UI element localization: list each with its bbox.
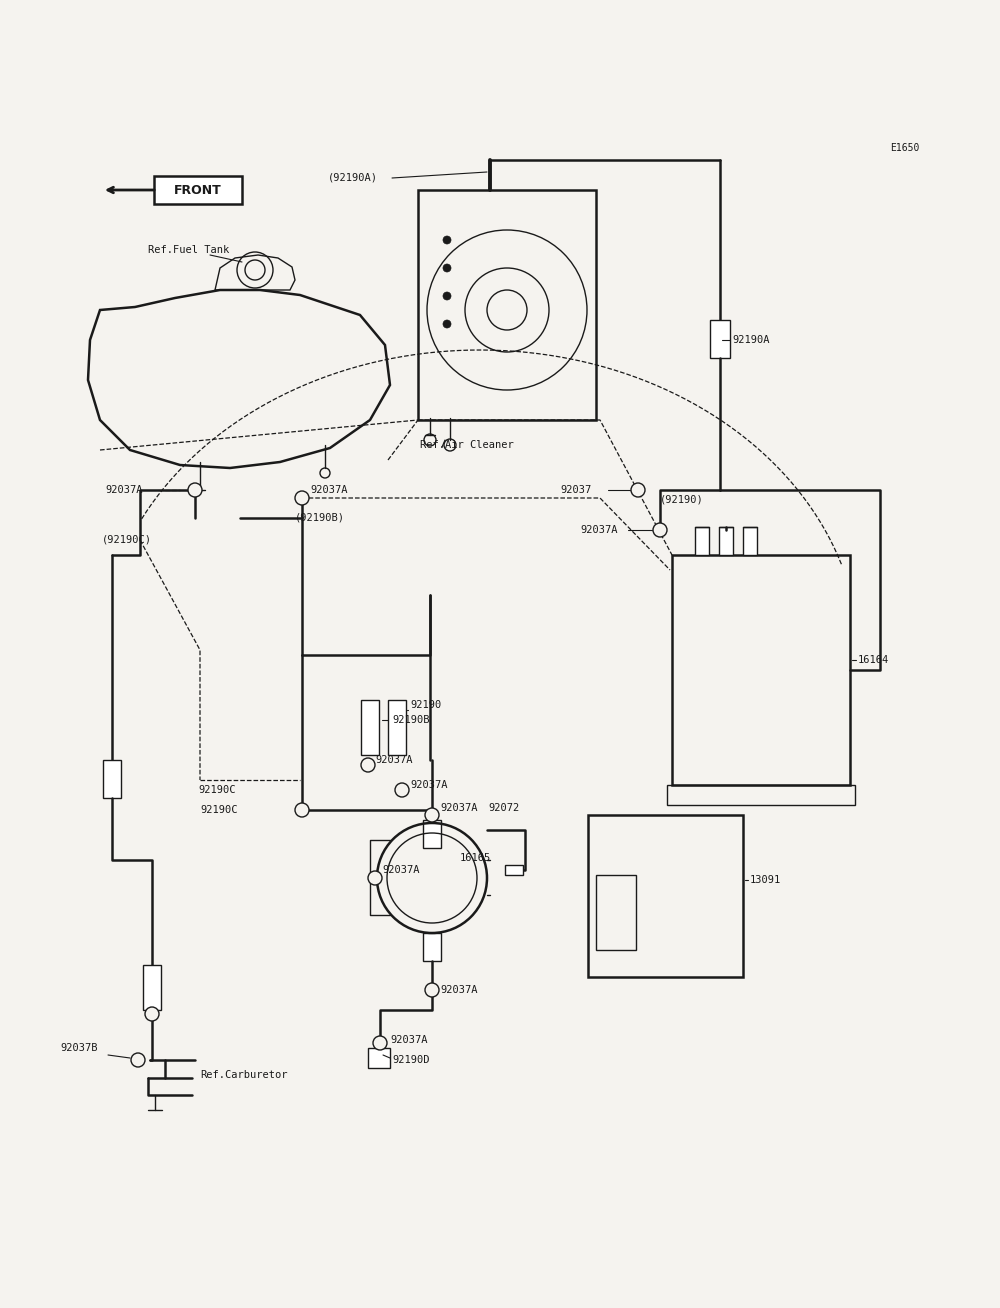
Text: 92037A: 92037A bbox=[105, 485, 143, 494]
Bar bbox=[103, 760, 121, 798]
Bar bbox=[695, 527, 709, 555]
Bar bbox=[361, 700, 379, 755]
Circle shape bbox=[443, 235, 451, 245]
Bar bbox=[743, 527, 757, 555]
Text: E1650: E1650 bbox=[890, 143, 919, 153]
Text: 92037A: 92037A bbox=[440, 985, 478, 995]
Circle shape bbox=[145, 1007, 159, 1022]
Circle shape bbox=[361, 759, 375, 772]
Circle shape bbox=[373, 1036, 387, 1050]
Bar bbox=[667, 785, 855, 804]
Circle shape bbox=[443, 264, 451, 272]
Text: 92037A: 92037A bbox=[375, 755, 413, 765]
Bar bbox=[154, 177, 242, 204]
Circle shape bbox=[295, 490, 309, 505]
Circle shape bbox=[653, 523, 667, 538]
Bar bbox=[588, 815, 743, 977]
Circle shape bbox=[295, 803, 309, 818]
Text: Ref.Fuel Tank: Ref.Fuel Tank bbox=[148, 245, 229, 255]
Text: Ref.Carburetor: Ref.Carburetor bbox=[200, 1070, 288, 1080]
Bar bbox=[388, 700, 406, 755]
Text: 92190A: 92190A bbox=[732, 335, 770, 345]
Text: 92037A: 92037A bbox=[440, 803, 478, 814]
Text: 92190B: 92190B bbox=[392, 715, 430, 725]
Bar bbox=[423, 820, 441, 848]
Text: (92190C): (92190C) bbox=[102, 535, 152, 545]
Circle shape bbox=[131, 1053, 145, 1067]
Text: 92190C: 92190C bbox=[198, 785, 236, 795]
Circle shape bbox=[425, 984, 439, 997]
Text: 92190C: 92190C bbox=[200, 804, 238, 815]
Text: (92190A): (92190A) bbox=[328, 173, 378, 183]
Text: 92037A: 92037A bbox=[390, 1035, 428, 1045]
Circle shape bbox=[188, 483, 202, 497]
Text: 92037A: 92037A bbox=[580, 525, 618, 535]
Bar bbox=[710, 320, 730, 358]
Circle shape bbox=[443, 292, 451, 300]
Text: Ref.Air Cleaner: Ref.Air Cleaner bbox=[420, 439, 514, 450]
Text: 16165: 16165 bbox=[460, 853, 491, 863]
Bar bbox=[423, 933, 441, 961]
Circle shape bbox=[368, 871, 382, 886]
Text: (92190): (92190) bbox=[660, 494, 704, 505]
Circle shape bbox=[443, 320, 451, 328]
Text: 13091: 13091 bbox=[750, 875, 781, 886]
Bar bbox=[672, 555, 850, 785]
Text: 16164: 16164 bbox=[858, 655, 889, 664]
Circle shape bbox=[631, 483, 645, 497]
Bar bbox=[596, 875, 636, 950]
Text: 92037A: 92037A bbox=[410, 780, 448, 790]
Text: 92037: 92037 bbox=[560, 485, 591, 494]
Bar bbox=[719, 527, 733, 555]
Text: FRONT: FRONT bbox=[174, 183, 222, 196]
Text: 92037A: 92037A bbox=[382, 865, 420, 875]
Circle shape bbox=[425, 808, 439, 821]
Text: 92190: 92190 bbox=[410, 700, 441, 710]
Text: 92037A: 92037A bbox=[310, 485, 348, 494]
Bar bbox=[368, 1048, 390, 1069]
Text: 92190D: 92190D bbox=[392, 1056, 430, 1065]
Bar bbox=[143, 965, 161, 1010]
Text: 92072: 92072 bbox=[488, 803, 519, 814]
Bar bbox=[418, 190, 596, 420]
Bar bbox=[505, 865, 523, 875]
Text: (92190B): (92190B) bbox=[295, 513, 345, 523]
Circle shape bbox=[395, 783, 409, 797]
Text: 92037B: 92037B bbox=[60, 1042, 98, 1053]
